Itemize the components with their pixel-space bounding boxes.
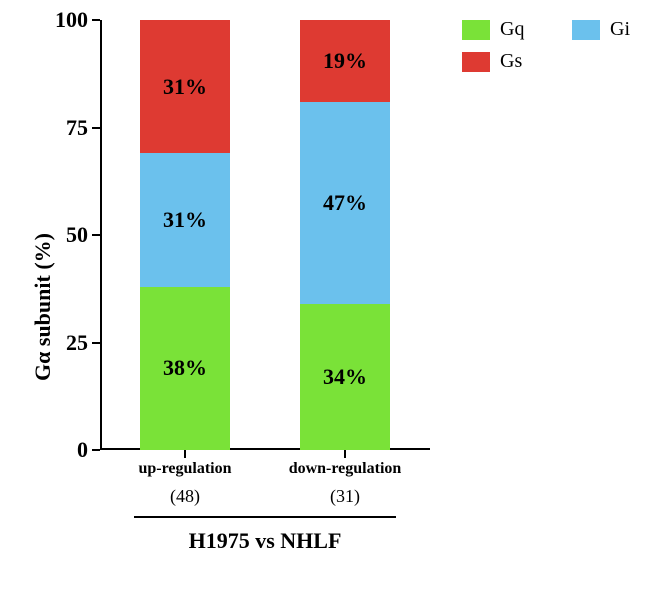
x-tick xyxy=(344,450,346,458)
x-tick xyxy=(184,450,186,458)
x-group-label: H1975 vs NHLF xyxy=(134,528,396,554)
bar-segment-Gi: 31% xyxy=(140,153,230,286)
legend-swatch-Gi xyxy=(572,20,600,40)
chart-root: Gα subunit (%) Gq Gi Gs H1975 vs NHLF 0 25 5… xyxy=(0,0,664,594)
bar: 38%31%31% xyxy=(140,20,230,450)
x-category-label: up-regulation xyxy=(105,460,265,478)
legend-swatch-Gq xyxy=(462,20,490,40)
bar: 34%47%19% xyxy=(300,20,390,450)
bar-segment-Gs: 19% xyxy=(300,20,390,102)
bar-segment-Gq: 38% xyxy=(140,287,230,450)
y-tick-label: 75 xyxy=(38,115,88,141)
y-tick-label: 25 xyxy=(38,330,88,356)
legend-item-Gq: Gq xyxy=(462,18,524,41)
y-tick-label: 100 xyxy=(38,7,88,33)
y-tick xyxy=(92,127,100,129)
legend-item-Gs: Gs xyxy=(462,50,522,73)
x-group-line xyxy=(134,516,396,518)
y-tick xyxy=(92,234,100,236)
x-category-count: (48) xyxy=(105,486,265,507)
y-tick xyxy=(92,449,100,451)
legend: Gq Gi Gs xyxy=(462,18,662,98)
bar-segment-Gi: 47% xyxy=(300,102,390,304)
bar-segment-Gq: 34% xyxy=(300,304,390,450)
legend-label: Gs xyxy=(500,50,522,73)
legend-swatch-Gs xyxy=(462,52,490,72)
legend-item-Gi: Gi xyxy=(572,18,630,41)
legend-label: Gq xyxy=(500,18,524,41)
y-axis-title: Gα subunit (%) xyxy=(30,233,56,381)
bar-segment-Gs: 31% xyxy=(140,20,230,153)
y-tick-label: 50 xyxy=(38,222,88,248)
y-tick xyxy=(92,19,100,21)
y-tick-label: 0 xyxy=(38,437,88,463)
x-category-count: (31) xyxy=(265,486,425,507)
x-category-label: down-regulation xyxy=(265,460,425,478)
legend-label: Gi xyxy=(610,18,630,41)
y-tick xyxy=(92,342,100,344)
